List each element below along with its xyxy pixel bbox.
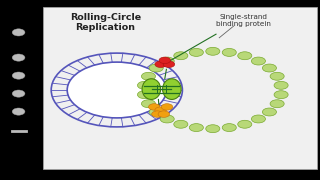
Circle shape — [141, 72, 156, 80]
Circle shape — [155, 107, 166, 113]
Circle shape — [161, 104, 173, 110]
Circle shape — [12, 72, 25, 79]
Circle shape — [238, 120, 252, 128]
Circle shape — [274, 91, 288, 99]
Circle shape — [174, 52, 188, 60]
Circle shape — [274, 81, 288, 89]
Circle shape — [149, 64, 163, 72]
Circle shape — [138, 91, 152, 99]
Circle shape — [148, 104, 160, 110]
Circle shape — [159, 57, 171, 64]
Circle shape — [149, 108, 163, 116]
Circle shape — [270, 72, 284, 80]
Circle shape — [262, 64, 276, 72]
Ellipse shape — [163, 79, 181, 99]
Circle shape — [67, 62, 166, 118]
Circle shape — [189, 124, 204, 132]
Circle shape — [160, 57, 174, 65]
Circle shape — [141, 100, 156, 108]
Text: Rolling-Circle
Replication: Rolling-Circle Replication — [70, 13, 141, 32]
Circle shape — [152, 111, 163, 117]
Circle shape — [12, 54, 25, 61]
Circle shape — [155, 61, 166, 68]
Circle shape — [222, 48, 236, 56]
Circle shape — [222, 124, 236, 132]
Circle shape — [174, 120, 188, 128]
Circle shape — [252, 57, 266, 65]
Circle shape — [163, 61, 175, 68]
Circle shape — [238, 52, 252, 60]
Circle shape — [252, 115, 266, 123]
Circle shape — [206, 125, 220, 133]
Circle shape — [138, 81, 152, 89]
Circle shape — [270, 100, 284, 108]
Text: Single-strand
binding protein: Single-strand binding protein — [216, 14, 271, 27]
Circle shape — [12, 108, 25, 115]
Circle shape — [160, 115, 174, 123]
Ellipse shape — [142, 79, 161, 99]
Circle shape — [189, 48, 204, 56]
Circle shape — [262, 108, 276, 116]
Circle shape — [206, 47, 220, 55]
Circle shape — [12, 29, 25, 36]
Circle shape — [12, 90, 25, 97]
FancyBboxPatch shape — [43, 7, 317, 169]
Circle shape — [158, 111, 170, 117]
